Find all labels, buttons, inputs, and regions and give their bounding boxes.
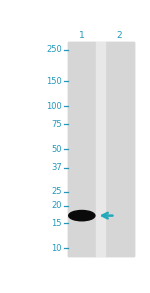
Text: 1: 1 xyxy=(79,31,85,40)
Text: 150: 150 xyxy=(46,77,62,86)
Text: 75: 75 xyxy=(51,120,62,129)
Text: 100: 100 xyxy=(46,102,62,111)
Text: 2: 2 xyxy=(117,31,122,40)
Text: 25: 25 xyxy=(51,187,62,196)
Bar xyxy=(96,42,105,256)
Bar xyxy=(68,42,134,256)
Bar xyxy=(68,42,96,256)
Text: 20: 20 xyxy=(51,201,62,210)
Text: 15: 15 xyxy=(51,219,62,228)
Text: 50: 50 xyxy=(51,144,62,154)
Text: 250: 250 xyxy=(46,45,62,54)
Bar xyxy=(105,42,134,256)
Text: 10: 10 xyxy=(51,244,62,253)
Ellipse shape xyxy=(69,210,95,221)
Text: 37: 37 xyxy=(51,163,62,172)
